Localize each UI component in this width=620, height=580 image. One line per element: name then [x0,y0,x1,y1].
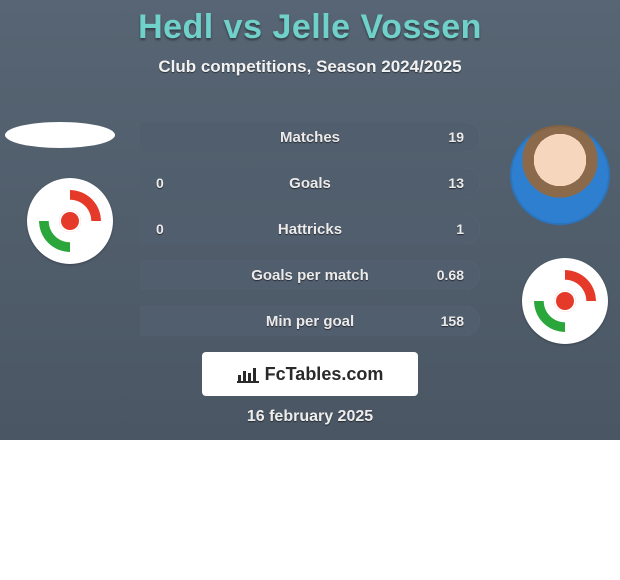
stat-fill-right [140,214,480,244]
player2-club-badge [522,258,608,344]
comparison-card: Hedl vs Jelle Vossen Club competitions, … [0,0,620,440]
page-title: Hedl vs Jelle Vossen [0,0,620,47]
stat-right-value: 0.68 [437,267,464,283]
stat-row-gpm: Goals per match 0.68 [140,260,480,290]
player1-avatar [5,122,115,148]
stat-left-value: 0 [156,175,164,191]
stat-right-value: 19 [448,129,464,145]
stat-row-minpergoal: Min per goal 158 [140,306,480,336]
brand-text: FcTables.com [265,364,384,385]
subtitle: Club competitions, Season 2024/2025 [0,57,620,77]
player1-club-badge [27,178,113,264]
stat-right-value: 1 [456,221,464,237]
brand-link[interactable]: FcTables.com [202,352,418,396]
stat-fill-right [140,260,480,290]
stat-row-matches: Matches 19 [140,122,480,152]
bar-chart-icon [237,365,259,383]
stat-right-value: 13 [448,175,464,191]
stats-container: Matches 19 0 Goals 13 0 Hattricks 1 Goal… [140,122,480,336]
club-badge-ball-icon [554,290,576,312]
player2-avatar [510,125,610,225]
stat-row-goals: 0 Goals 13 [140,168,480,198]
stat-left-value: 0 [156,221,164,237]
generated-date: 16 february 2025 [0,408,620,426]
stat-right-value: 158 [441,313,464,329]
stat-fill-right [140,306,480,336]
stat-fill-right [140,168,480,198]
stat-row-hattricks: 0 Hattricks 1 [140,214,480,244]
stat-fill-right [140,122,480,152]
club-badge-ball-icon [59,210,81,232]
